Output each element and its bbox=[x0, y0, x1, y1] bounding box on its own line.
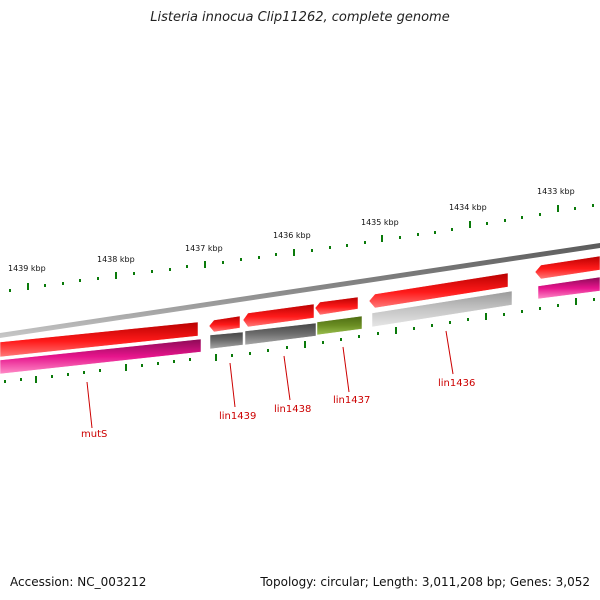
tick-label-1435: 1435 kbp bbox=[361, 218, 399, 227]
forward-strand-genes bbox=[0, 255, 600, 358]
tick-label-1437: 1437 kbp bbox=[185, 244, 223, 253]
gene-lin1438-reverse[interactable] bbox=[244, 322, 317, 346]
outer-tick-row bbox=[9, 204, 594, 292]
tick-label-1436: 1436 kbp bbox=[273, 231, 311, 240]
genome-stats-text: Topology: circular; Length: 3,011,208 bp… bbox=[260, 575, 590, 589]
gene-lin1439-forward[interactable] bbox=[208, 315, 241, 333]
gene-lin1436-forward[interactable] bbox=[368, 272, 509, 309]
gene-lin1437-forward[interactable] bbox=[314, 296, 359, 316]
gene-lin1438-forward[interactable] bbox=[242, 303, 315, 328]
gene-right-forward[interactable] bbox=[534, 255, 600, 280]
gene-lin1436-reverse[interactable] bbox=[371, 290, 513, 328]
tick-label-1439: 1439 kbp bbox=[8, 264, 46, 273]
reverse-strand-genes bbox=[0, 276, 600, 375]
gene-mutS-reverse[interactable] bbox=[0, 338, 202, 375]
gene-label-lin1436[interactable]: lin1436 bbox=[438, 378, 475, 389]
tick-label-1438: 1438 kbp bbox=[97, 255, 135, 264]
gene-lin1437-reverse[interactable] bbox=[316, 315, 363, 336]
genome-title: Listeria innocua Clip11262, complete gen… bbox=[150, 10, 450, 25]
gene-mutS-forward[interactable] bbox=[0, 321, 199, 358]
gene-lin1439-reverse[interactable] bbox=[209, 331, 244, 350]
tick-label-1433: 1433 kbp bbox=[537, 187, 575, 196]
tick-label-1434: 1434 kbp bbox=[449, 203, 487, 212]
gene-label-mutS[interactable]: mutS bbox=[81, 429, 107, 440]
genome-backbone bbox=[0, 243, 600, 338]
gene-label-lin1438[interactable]: lin1438 bbox=[274, 404, 311, 415]
inner-tick-row bbox=[4, 298, 595, 383]
accession-text: Accession: NC_003212 bbox=[10, 575, 147, 589]
label-leaders bbox=[86, 330, 454, 429]
gene-label-lin1437[interactable]: lin1437 bbox=[333, 395, 370, 406]
gene-label-lin1439[interactable]: lin1439 bbox=[219, 411, 256, 422]
gene-right-reverse[interactable] bbox=[537, 276, 600, 300]
